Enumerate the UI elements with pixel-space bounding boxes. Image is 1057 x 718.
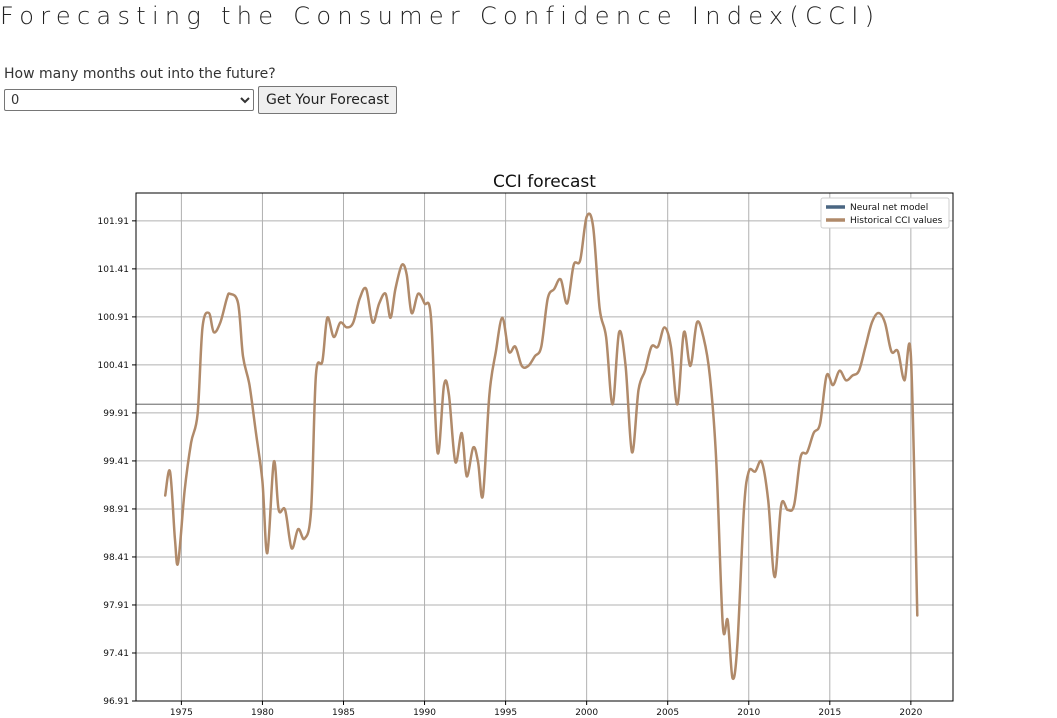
y-tick-label: 101.91: [98, 217, 130, 227]
x-tick-label: 1985: [332, 708, 355, 718]
y-tick-label: 98.41: [103, 553, 129, 563]
x-tick-label: 1975: [170, 708, 193, 718]
y-tick-label: 100.91: [98, 313, 130, 323]
x-tick-label: 2000: [575, 708, 598, 718]
y-tick-label: 99.91: [103, 409, 129, 419]
get-forecast-button[interactable]: Get Your Forecast: [258, 86, 397, 114]
historical-series-line: [163, 212, 919, 681]
months-select[interactable]: 0: [4, 89, 254, 111]
x-tick-label: 2005: [656, 708, 679, 718]
x-tick-label: 2015: [818, 708, 841, 718]
chart-title: CCI forecast: [493, 172, 596, 192]
y-tick-label: 99.41: [103, 457, 129, 467]
chart-legend: Neural net model Historical CCI values: [820, 197, 950, 229]
x-tick-label: 2020: [899, 708, 922, 718]
x-tick-label: 1995: [494, 708, 517, 718]
axes-frame: [135, 192, 954, 702]
legend-label-model: Neural net model: [850, 203, 928, 213]
y-tick-label: 100.41: [98, 361, 130, 371]
cci-forecast-chart: 1975 1980 1985 1990 1995 2000 2005 2010 2015 2020…: [80, 160, 980, 718]
y-tick-label: 96.91: [103, 697, 129, 707]
chart-svg: 1975 1980 1985 1990 1995 2000 2005 2010 2015 2020…: [98, 172, 954, 718]
y-tick-label: 98.91: [103, 505, 129, 515]
x-tick-label: 1980: [251, 708, 274, 718]
x-tick-label: 2010: [737, 708, 760, 718]
legend-box: [820, 197, 950, 229]
legend-label-historical: Historical CCI values: [850, 216, 943, 226]
months-question-label: How many months out into the future?: [4, 66, 276, 82]
y-tick-label: 97.41: [103, 649, 129, 659]
page-title: Forecasting the Consumer Confidence Inde…: [0, 2, 881, 30]
chart-series: [163, 212, 919, 681]
chart-ticks: 1975 1980 1985 1990 1995 2000 2005 2010 2015 2020…: [98, 217, 923, 718]
y-tick-label: 97.91: [103, 601, 129, 611]
x-tick-label: 1990: [413, 708, 436, 718]
y-tick-label: 101.41: [98, 265, 130, 275]
